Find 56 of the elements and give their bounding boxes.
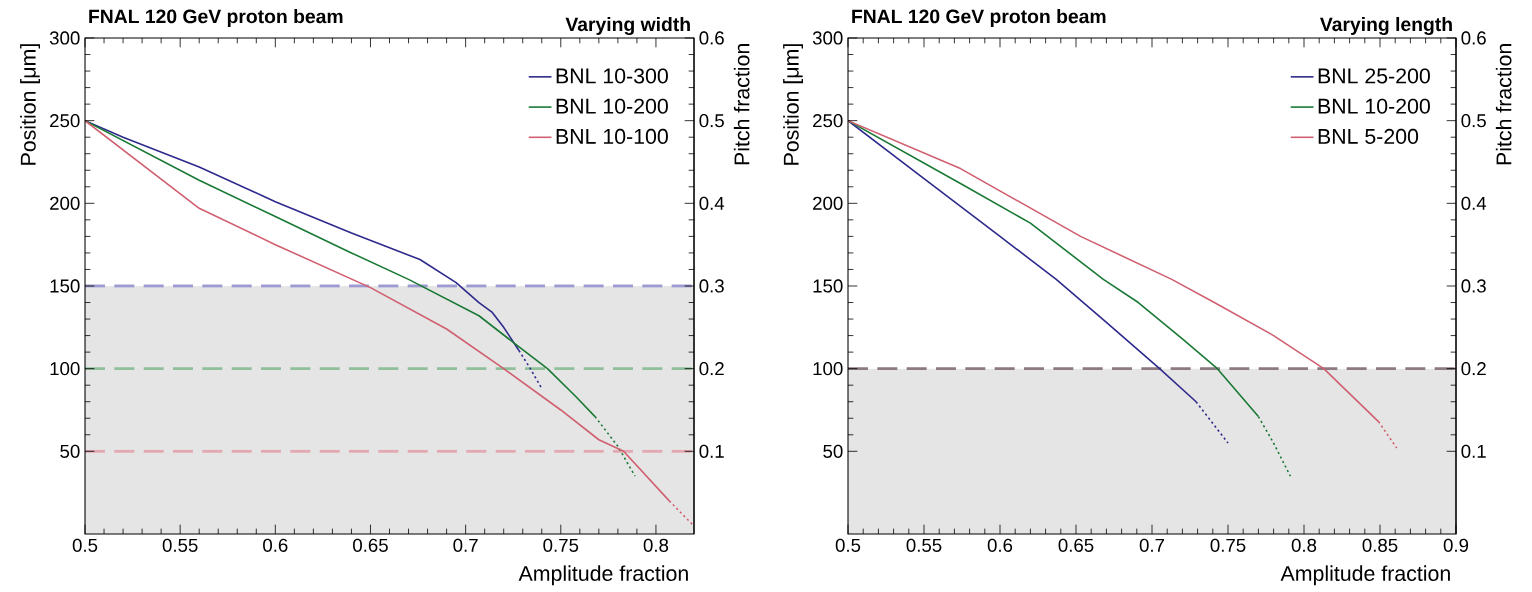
y-tick-label: 100: [50, 362, 80, 376]
chart-title: FNAL 120 GeV proton beam: [852, 9, 1106, 28]
y-tick-label: 250: [813, 114, 843, 128]
y-tick-label: 50: [823, 444, 843, 458]
y-tick-label: 150: [813, 279, 843, 293]
y2-tick-label: 0.5: [699, 114, 724, 128]
chart-title: FNAL 120 GeV proton beam: [89, 9, 343, 28]
y2-tick-label: 0.1: [699, 444, 724, 458]
x-tick-label: 0.55: [906, 538, 942, 552]
legend-label: BNL 10-200: [1318, 98, 1430, 114]
x-tick-label: 0.65: [1058, 538, 1094, 552]
y2-axis-title: Pitch fraction: [733, 44, 750, 165]
y-tick-label: 200: [50, 196, 80, 210]
x-tick-label: 0.75: [543, 538, 579, 552]
y2-tick-label: 0.4: [1461, 196, 1487, 210]
x-tick-label: 0.8: [643, 538, 669, 552]
y2-tick-label: 0.5: [1461, 114, 1486, 128]
x-axis-title: Amplitude fraction: [1280, 565, 1450, 586]
x-tick-label: 0.7: [453, 538, 478, 552]
x-axis-title: Amplitude fraction: [518, 565, 688, 586]
legend-label: BNL 5-200: [1318, 128, 1419, 144]
y2-tick-label: 0.1: [1461, 444, 1486, 458]
y-tick-label: 200: [813, 196, 843, 210]
x-tick-label: 0.6: [263, 538, 288, 552]
x-tick-label: 0.6: [987, 538, 1013, 552]
y-axis-title: Position [μm]: [783, 44, 803, 165]
y-tick-label: 150: [50, 279, 80, 293]
legend-label: BNL 10-300: [556, 68, 668, 84]
legend-label: BNL 10-200: [556, 98, 668, 114]
x-tick-label: 0.7: [1139, 538, 1165, 552]
x-tick-label: 0.65: [353, 538, 388, 552]
y-tick-label: 100: [813, 362, 843, 376]
y-tick-label: 300: [812, 31, 843, 45]
x-tick-label: 0.8: [1291, 538, 1317, 552]
y2-tick-label: 0.2: [699, 362, 724, 376]
x-tick-label: 0.5: [72, 538, 98, 552]
chart-subtitle: Varying length: [1319, 16, 1452, 36]
x-tick-label: 0.5: [835, 538, 861, 552]
y2-tick-label: 0.4: [699, 196, 725, 210]
y-tick-label: 250: [50, 114, 80, 128]
x-tick-label: 0.9: [1443, 538, 1469, 552]
y2-tick-label: 0.3: [699, 279, 724, 293]
chart-subtitle: Varying width: [565, 16, 690, 36]
y2-tick-label: 0.6: [1461, 31, 1486, 45]
y2-tick-label: 0.3: [1461, 279, 1486, 293]
y2-tick-label: 0.6: [699, 31, 724, 45]
x-tick-label: 0.75: [1210, 538, 1246, 552]
y-tick-label: 300: [49, 31, 80, 45]
y2-tick-label: 0.2: [1461, 362, 1486, 376]
legend-label: BNL 25-200: [1318, 68, 1430, 84]
y-axis-title: Position [μm]: [20, 44, 41, 165]
y2-axis-title: Pitch fraction: [1495, 44, 1512, 165]
legend-label: BNL 10-100: [556, 128, 668, 144]
x-tick-label: 0.85: [1362, 538, 1398, 552]
y-tick-label: 50: [60, 444, 80, 458]
x-tick-label: 0.55: [162, 538, 198, 552]
